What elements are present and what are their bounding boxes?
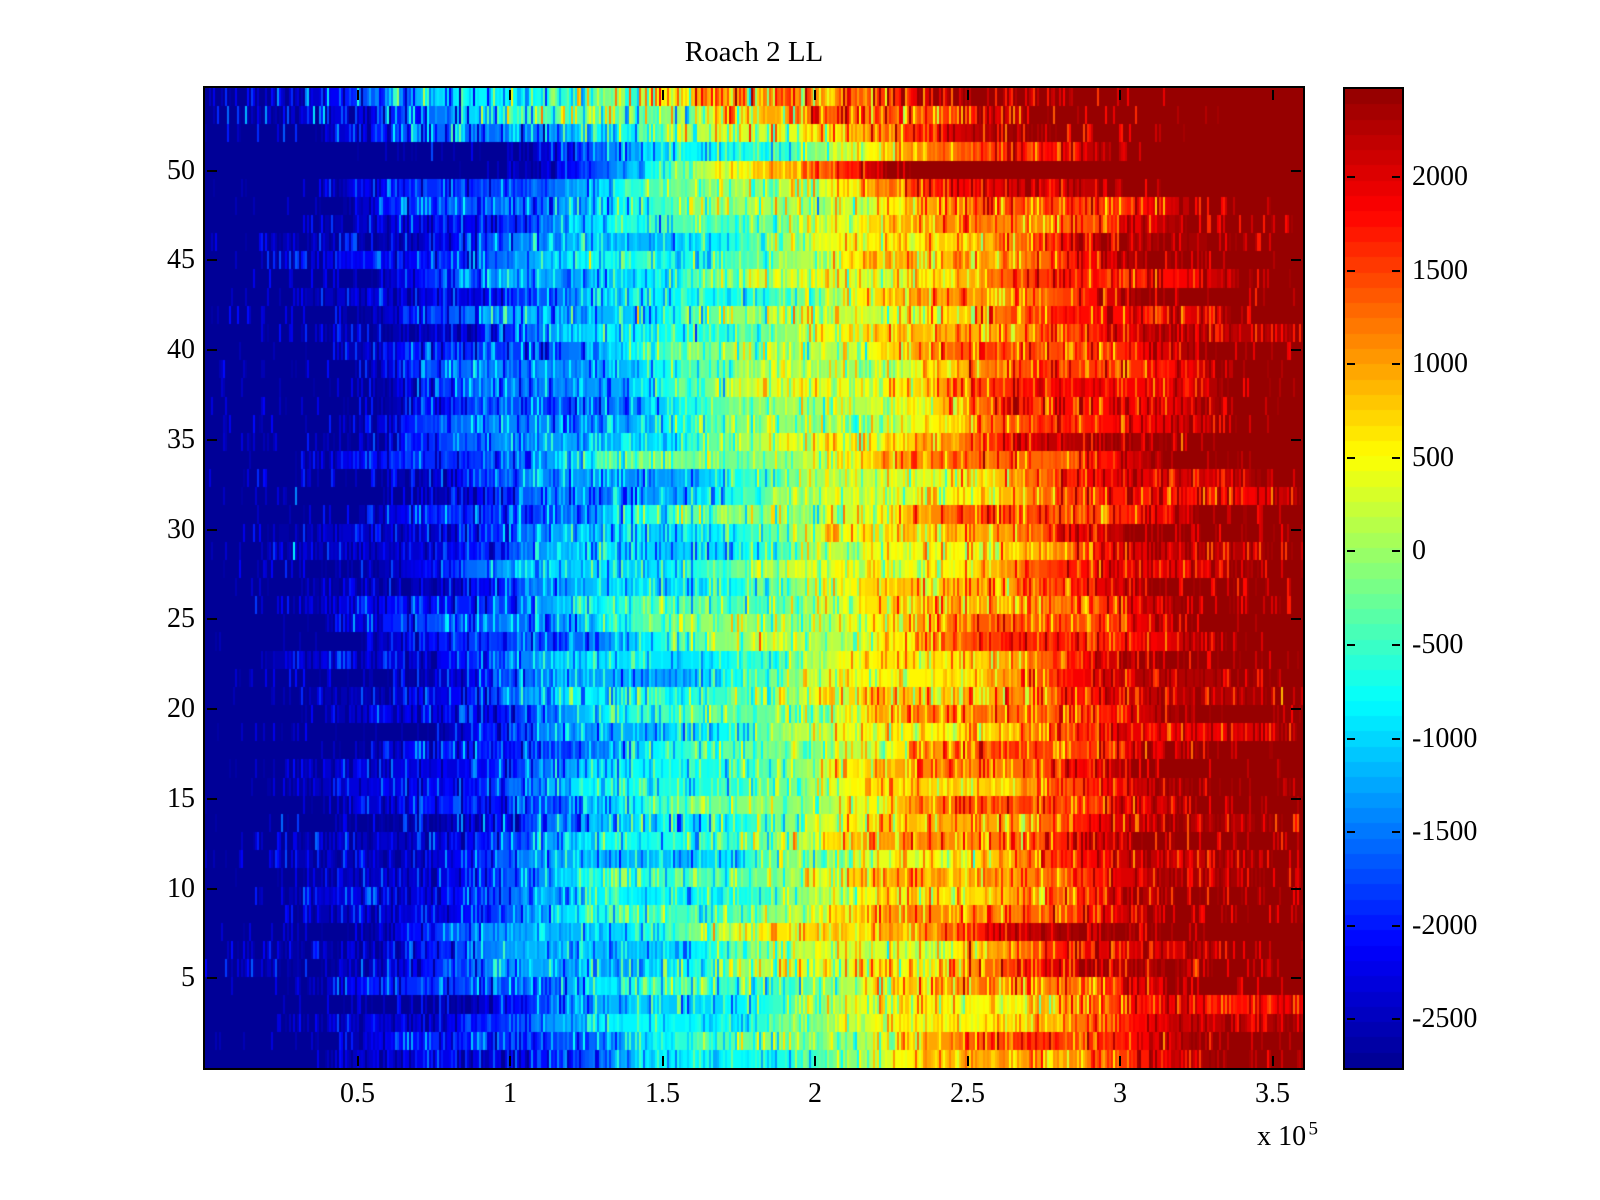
chart-title: Roach 2 LL <box>684 36 824 68</box>
x-tick-label: 0.5 <box>340 1078 375 1109</box>
heatmap-canvas <box>205 88 1303 1068</box>
x-tick-label: 3.5 <box>1255 1078 1290 1109</box>
x-tick-label: 3 <box>1113 1078 1127 1109</box>
y-tick-label: 20 <box>167 693 195 725</box>
y-tick-label: 10 <box>167 872 195 904</box>
colorbar-tick-label: 2000 <box>1412 160 1468 192</box>
x-tick-label: 1.5 <box>645 1078 680 1109</box>
colorbar-tick-label: 1000 <box>1412 348 1468 380</box>
x-scale-base: x 10 <box>1257 1121 1307 1152</box>
y-tick-label: 50 <box>167 154 195 186</box>
colorbar-tick-label: -2500 <box>1412 1003 1478 1035</box>
y-tick-label: 5 <box>181 962 195 994</box>
colorbar-tick-label: 500 <box>1412 441 1454 473</box>
colorbar-canvas <box>1345 89 1402 1068</box>
colorbar-tick-label: -500 <box>1412 628 1464 660</box>
colorbar-tick-label: -2000 <box>1412 909 1478 941</box>
colorbar-tick-label: -1000 <box>1412 722 1478 754</box>
x-tick-label: 2 <box>808 1078 822 1109</box>
y-tick-label: 35 <box>167 423 195 455</box>
y-tick-label: 30 <box>167 513 195 545</box>
colorbar-tick-label: 1500 <box>1412 254 1468 286</box>
y-tick-label: 45 <box>167 244 195 276</box>
colorbar-tick-label: 0 <box>1412 535 1426 567</box>
y-tick-label: 15 <box>167 782 195 814</box>
colorbar-tick-label: -1500 <box>1412 816 1478 848</box>
x-tick-label: 2.5 <box>950 1078 985 1109</box>
y-tick-label: 40 <box>167 334 195 366</box>
y-tick-label: 25 <box>167 603 195 635</box>
x-tick-label: 1 <box>503 1078 517 1109</box>
x-axis-scale-label: x 10 5 <box>1150 1120 1318 1154</box>
x-scale-exponent: 5 <box>1308 1118 1319 1140</box>
